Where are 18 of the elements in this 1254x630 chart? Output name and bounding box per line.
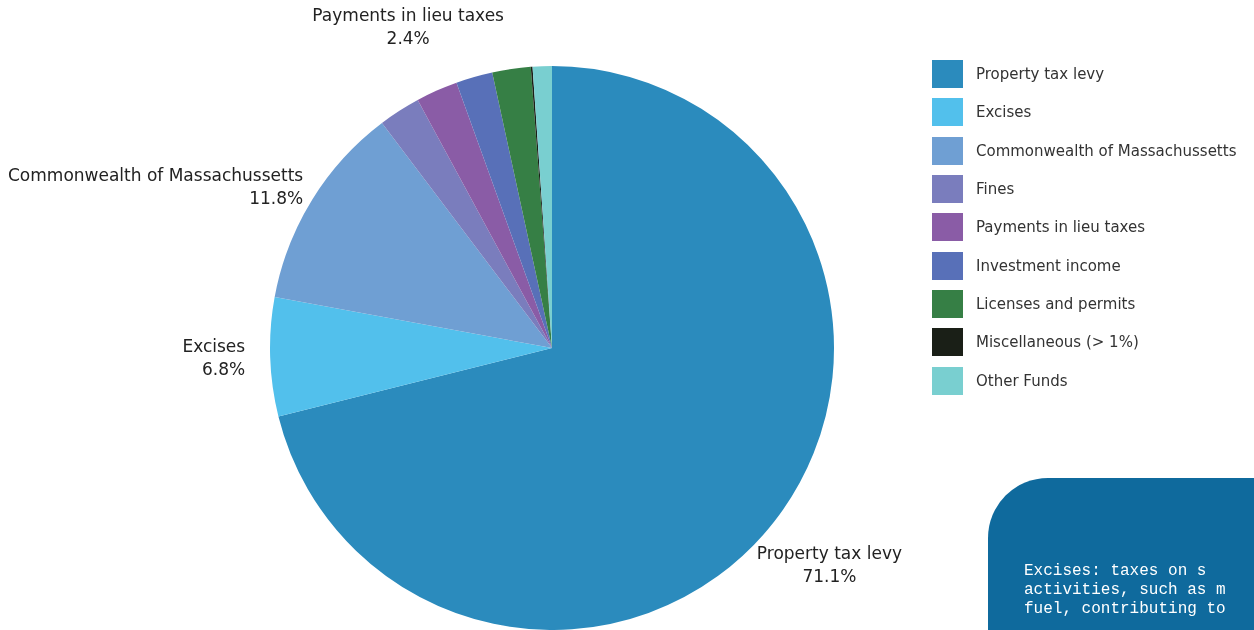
- note-card: Excises: taxes on s activities, such as m fuel, contributing to: [988, 478, 1254, 630]
- legend-label: Other Funds: [976, 371, 1068, 390]
- legend-label: Fines: [976, 180, 1015, 199]
- legend-label: Commonwealth of Massachussetts: [976, 141, 1237, 160]
- slice-label: Payments in lieu taxes: [312, 4, 505, 25]
- data-label: 6.8%: [201, 358, 246, 379]
- legend-label: Miscellaneous (> 1%): [976, 333, 1139, 352]
- legend-label: Licenses and permits: [976, 294, 1136, 313]
- slice-label: Excises: [182, 335, 246, 356]
- legend-label: Property tax levy: [976, 65, 1105, 84]
- slice-label: Property tax levy: [756, 542, 903, 563]
- slice-label: Commonwealth of Massachussetts: [7, 164, 304, 185]
- data-label: 71.1%: [802, 565, 857, 586]
- legend-label: Excises: [976, 103, 1032, 122]
- data-label: 11.8%: [249, 187, 304, 208]
- data-label: 2.4%: [386, 27, 430, 48]
- legend-label: Investment income: [976, 256, 1121, 275]
- legend-label: Payments in lieu taxes: [976, 218, 1146, 237]
